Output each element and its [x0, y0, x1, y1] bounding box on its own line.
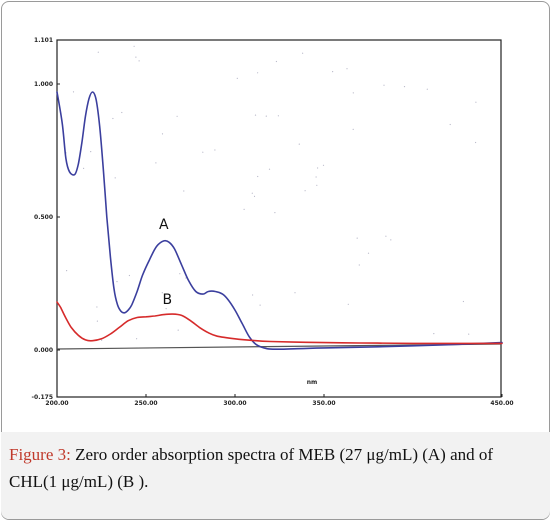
noise-dot	[275, 60, 277, 63]
noise-dot	[243, 208, 245, 210]
figure-caption: Figure 3: Zero order absorption spectra …	[9, 441, 545, 495]
noise-dot	[268, 168, 271, 170]
noise-dot	[385, 235, 387, 237]
noise-dot	[347, 303, 349, 305]
x-tick-label: 300.00	[223, 400, 246, 407]
series-b-label: B	[163, 292, 173, 308]
noise-dot	[304, 190, 306, 192]
noise-dot	[116, 281, 118, 283]
noise-dot	[96, 320, 98, 322]
noise-dot	[101, 339, 103, 341]
x-tick-label: 200.00	[45, 400, 68, 407]
y-tick-label: 1.101	[34, 37, 53, 44]
noise-dot	[468, 333, 470, 335]
caption-lead: Figure 3:	[9, 445, 71, 464]
noise-dot	[96, 306, 98, 308]
noise-dot	[176, 115, 178, 117]
noise-dot	[135, 56, 137, 58]
x-tick-label: 450.00	[490, 400, 513, 407]
noise-dot	[72, 91, 75, 93]
noise-dot	[322, 164, 325, 166]
noise-dot	[462, 300, 464, 303]
series-a-line	[56, 91, 503, 351]
noise-dot	[252, 294, 254, 296]
y-tick-label: 1.000	[34, 81, 53, 88]
noise-dot	[136, 338, 138, 340]
noise-dot	[390, 239, 392, 241]
noise-dot	[161, 292, 163, 294]
series-b-line	[56, 301, 503, 345]
noise-dot	[257, 175, 259, 178]
noise-dot	[346, 68, 348, 70]
noise-dot	[274, 212, 276, 214]
noise-dot	[426, 88, 428, 90]
noise-dot	[236, 77, 238, 79]
noise-dot	[138, 60, 140, 62]
noise-dot	[475, 101, 477, 103]
noise-dot	[202, 151, 204, 153]
noise-dot	[277, 115, 279, 117]
noise-dot	[214, 149, 216, 151]
noise-dot	[367, 252, 370, 254]
noise-dot	[257, 72, 259, 74]
y-tick-label: 0.000	[34, 347, 53, 354]
noise-dot	[352, 92, 354, 94]
noise-dot	[185, 277, 187, 279]
noise-dot	[165, 308, 167, 310]
noise-dot	[294, 292, 296, 294]
caption-band	[1, 432, 550, 519]
y-tick-label: 0.500	[34, 214, 53, 221]
x-tick-label: 350.00	[312, 400, 335, 407]
noise-dot	[332, 71, 334, 73]
noise-dot	[383, 84, 385, 86]
noise-dot	[315, 176, 317, 178]
noise-dot	[475, 141, 477, 144]
plot-noise-dots	[65, 45, 477, 341]
noise-dot	[259, 304, 261, 306]
noise-dot	[251, 192, 253, 194]
noise-dot	[265, 115, 267, 117]
noise-dot	[112, 117, 114, 120]
x-tick-label: 250.00	[134, 400, 157, 407]
noise-dot	[179, 273, 181, 275]
noise-dot	[358, 264, 360, 266]
noise-dot	[356, 237, 358, 239]
noise-dot	[161, 133, 164, 135]
noise-dot	[183, 190, 185, 192]
noise-dot	[66, 270, 68, 272]
noise-dot	[97, 51, 99, 53]
noise-dot	[83, 167, 85, 169]
noise-dot	[302, 52, 304, 54]
noise-dot	[254, 114, 257, 116]
x-axis-label: nm	[307, 379, 318, 386]
noise-dot	[133, 45, 135, 47]
noise-dot	[155, 162, 157, 164]
noise-dot	[316, 184, 318, 186]
caption-body: Zero order absorption spectra of MEB (27…	[9, 445, 494, 491]
y-tick-label: -0.175	[32, 394, 53, 401]
noise-dot	[317, 167, 319, 169]
noise-dot	[253, 195, 256, 197]
noise-dot	[121, 111, 123, 114]
noise-dot	[114, 177, 116, 179]
noise-dot	[177, 329, 179, 331]
noise-dot	[403, 86, 406, 88]
noise-dot	[352, 128, 354, 130]
series-a-label: A	[159, 217, 169, 233]
noise-dot	[449, 123, 451, 126]
noise-dot	[90, 151, 92, 153]
plot-area	[56, 39, 502, 398]
noise-dot	[128, 274, 130, 277]
noise-dot	[298, 143, 300, 145]
noise-dot	[433, 333, 435, 335]
